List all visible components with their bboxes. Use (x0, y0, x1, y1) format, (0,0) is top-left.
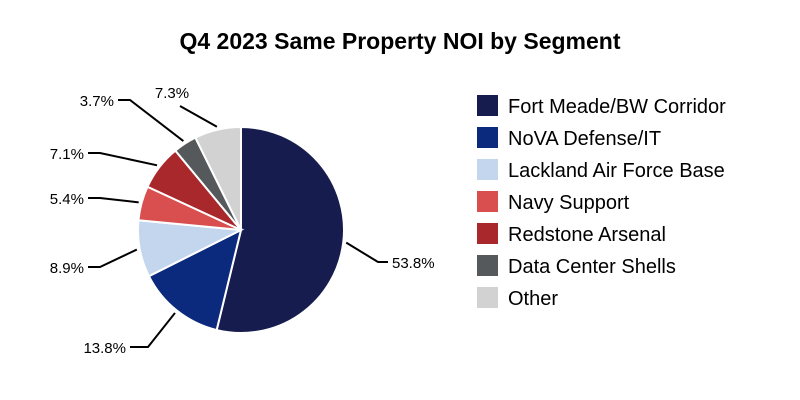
leader-line-4 (88, 152, 158, 167)
data-label: 5.4% (50, 191, 84, 208)
legend-swatch (477, 95, 498, 116)
data-label: 3.7% (80, 93, 114, 110)
legend-label: Redstone Arsenal (508, 224, 666, 246)
leader-line-1 (130, 312, 176, 348)
leader-line-3 (88, 197, 139, 204)
pie-slice-0 (215, 125, 345, 334)
legend-swatch (477, 255, 498, 276)
pie-slice-6 (194, 125, 242, 231)
chart-title: Q4 2023 Same Property NOI by Segment (179, 28, 621, 54)
legend-label: Fort Meade/BW Corridor (508, 96, 726, 118)
legend-label: Data Center Shells (508, 256, 676, 278)
data-label: 53.8% (392, 255, 435, 272)
leader-line-5 (118, 99, 184, 142)
legend-label: Navy Support (508, 192, 630, 214)
legend-swatch (477, 191, 498, 212)
leader-line-2 (88, 248, 138, 268)
pie-slice-1 (147, 228, 243, 332)
legend-swatch (477, 223, 498, 244)
legend-label: Other (508, 288, 558, 310)
data-label: 7.3% (155, 85, 189, 102)
data-label: 13.8% (83, 340, 126, 357)
legend-swatch (477, 287, 498, 308)
legend-swatch (477, 159, 498, 180)
legend-label: NoVA Defense/IT (508, 128, 661, 150)
leader-line-6 (179, 105, 218, 128)
leader-line-0 (345, 241, 388, 263)
legend-swatch (477, 127, 498, 148)
data-label: 7.1% (50, 146, 84, 163)
data-label: 8.9% (50, 260, 84, 277)
legend-label: Lackland Air Force Base (508, 160, 725, 182)
